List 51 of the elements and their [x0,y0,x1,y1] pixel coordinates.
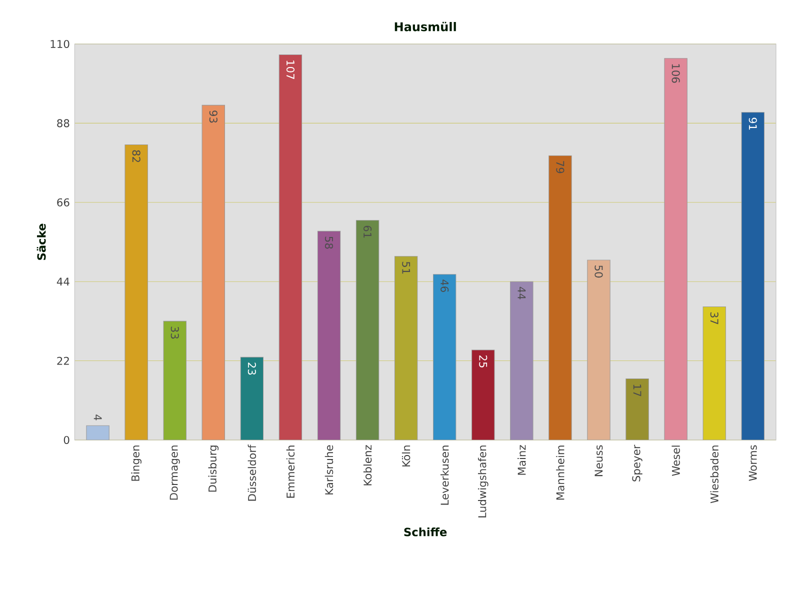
data-label: 23 [248,362,256,375]
data-label: 106 [672,64,680,83]
x-tick-label: Wesel [672,446,680,476]
bar [317,230,341,440]
data-label: 25 [479,355,488,368]
data-label: 58 [324,236,334,249]
bar [510,281,534,440]
data-label: 82 [132,150,140,162]
bar [278,54,302,440]
y-tick-label: 44 [56,278,70,286]
x-tick-label: Speyer [632,444,642,482]
y-tick-label: 110 [50,40,70,48]
x-tick-label: Emmerich [286,446,295,498]
x-tick-label: Düsseldorf [248,444,256,501]
bar [472,350,495,440]
x-tick-label: Dormagen [170,446,180,500]
y-axis-title: Säcke [36,224,46,260]
x-tick-label: Neuss [594,445,603,476]
bar [702,306,726,440]
data-label: 17 [633,384,642,396]
data-label: 4 [94,414,102,420]
x-tick-label: Mannheim [556,446,564,500]
x-tick-label: Worms [748,445,757,481]
x-tick-label: Duisburg [208,446,219,492]
x-tick-label: Karlsruhe [324,445,334,494]
data-label: 61 [364,226,372,238]
x-axis-title: Schiffe [404,528,447,536]
data-label: 79 [556,161,564,174]
x-tick-label: Mainz [518,445,526,475]
x-tick-label: Bingen [131,446,142,481]
data-label: 93 [209,110,218,123]
data-label: 107 [286,60,295,79]
data-label: 46 [440,280,449,292]
y-tick-label: 22 [57,356,69,365]
x-tick-label: Koblenz [363,445,372,486]
data-label: 50 [594,266,603,278]
bar [240,356,264,440]
x-tick-label: Köln [402,446,410,466]
y-tick-label: 0 [64,436,70,444]
bar [664,58,688,440]
data-label: 44 [518,286,526,300]
y-tick-label: 88 [57,119,70,128]
data-label: 51 [402,262,410,274]
y-tick-label: 66 [57,198,70,206]
x-tick-label: Leverkusen [440,446,449,505]
x-tick-label: Ludwigshafen [478,446,488,518]
chart-title: Hausmüll [394,22,456,32]
data-label: 37 [710,312,718,324]
data-label: 91 [748,118,757,130]
x-tick-label: Wiesbaden [710,446,718,504]
data-label: 33 [170,326,179,339]
